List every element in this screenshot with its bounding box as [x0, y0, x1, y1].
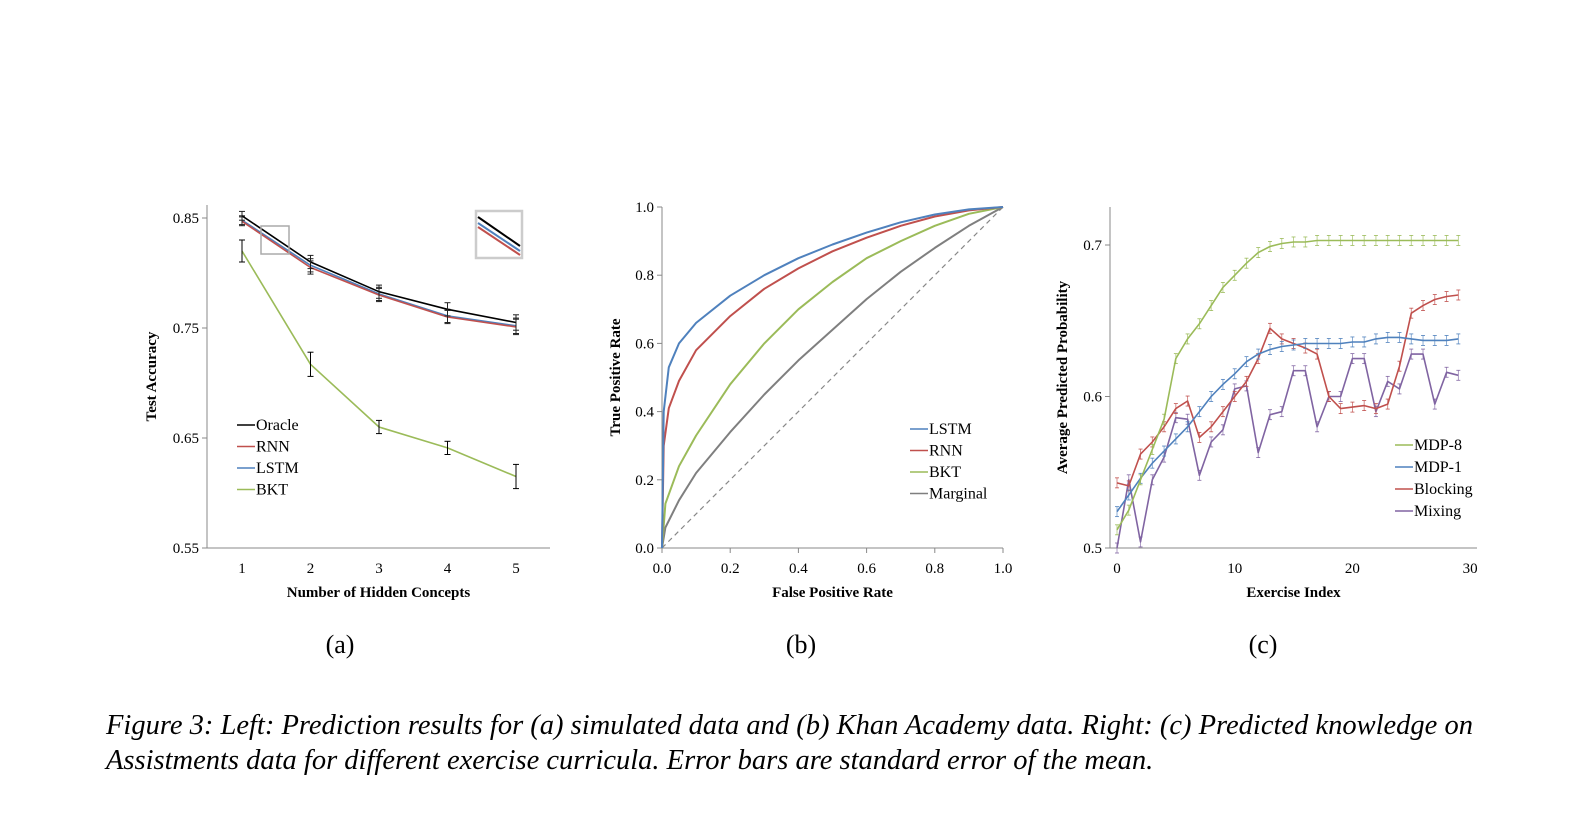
- legend-label-rnn: RNN: [256, 439, 290, 456]
- panel-label-a: (a): [326, 630, 355, 659]
- series-line-mdp-1: [1116, 336, 1459, 513]
- x-tick-label: 4: [444, 561, 452, 577]
- chart-b: 0.0 0.2 0.4 0.6 0.8 1.0 0.0 0.2 0.4 0.6 0.8 1.0 Fals…: [608, 200, 1012, 659]
- x-tick-label: 20: [1345, 561, 1360, 577]
- figure-canvas: 1 2 3 4 5 0.55 0.65 0.75 0.85 Number of Hidden Co…: [144, 200, 1478, 659]
- roc-curve-lstm: [661, 206, 1004, 549]
- x-tick-label: 5: [512, 561, 520, 577]
- x-tick-label: 0: [1113, 561, 1121, 577]
- y-tick-label: 0.0: [635, 541, 654, 557]
- zoom-inset: [474, 209, 524, 260]
- y-axis-title: Average Predicted Probability: [1055, 280, 1071, 474]
- legend-label-blocking: Blocking: [1414, 481, 1473, 498]
- series-line-mdp-8: [1116, 239, 1459, 531]
- legend-label-lstm: LSTM: [929, 421, 972, 438]
- y-tick-label: 0.55: [173, 541, 199, 557]
- y-tick-label: 0.5: [1083, 541, 1102, 557]
- y-axis-title: True Positive Rate: [608, 318, 624, 436]
- legend-label-rnn: RNN: [929, 443, 963, 460]
- legend-label-mdp-1: MDP-1: [1414, 459, 1462, 476]
- x-tick-label: 1: [238, 561, 246, 577]
- legend-label-mixing: Mixing: [1414, 503, 1461, 520]
- y-tick-label: 0.7: [1083, 238, 1102, 254]
- legend-label-marginal: Marginal: [929, 486, 988, 503]
- x-tick-label: 0.8: [925, 561, 944, 577]
- y-axis-title: Test Accuracy: [144, 331, 160, 421]
- y-tick-label: 0.6: [635, 336, 654, 352]
- roc-curve-marginal: [661, 206, 1004, 549]
- legend-label-bkt: BKT: [929, 464, 961, 481]
- zoom-box: [260, 225, 290, 255]
- x-tick-label: 3: [375, 561, 383, 577]
- legend-label-oracle: Oracle: [256, 417, 299, 434]
- x-tick-label: 30: [1463, 561, 1478, 577]
- y-tick-label: 1.0: [635, 200, 654, 216]
- zoom-inset-line-rnn: [477, 226, 521, 256]
- legend-label-bkt: BKT: [256, 482, 288, 499]
- series-line-mixing: [1116, 353, 1459, 549]
- y-tick-label: 0.6: [1083, 390, 1102, 406]
- x-axis-title: Number of Hidden Concepts: [287, 585, 471, 601]
- y-tick-label: 0.2: [635, 473, 654, 489]
- chart-a: 1 2 3 4 5 0.55 0.65 0.75 0.85 Number of Hidden Co…: [144, 205, 550, 659]
- y-tick-label: 0.65: [173, 431, 199, 447]
- x-tick-label: 0.0: [653, 561, 672, 577]
- series-line-blocking: [1116, 294, 1459, 487]
- legend-label-mdp-8: MDP-8: [1414, 437, 1462, 454]
- x-tick-label: 0.4: [789, 561, 808, 577]
- chart-c: 0 10 20 30 0.5 0.6 0.7 Exercise Index Average Pr…: [1055, 207, 1478, 659]
- x-tick-label: 0.6: [857, 561, 876, 577]
- zoom-inset-line-lstm: [477, 222, 521, 252]
- y-tick-label: 0.75: [173, 321, 199, 337]
- x-tick-label: 2: [307, 561, 315, 577]
- roc-curve-rnn: [661, 206, 1004, 549]
- x-axis-title: False Positive Rate: [772, 585, 893, 601]
- x-tick-label: 1.0: [994, 561, 1013, 577]
- y-tick-label: 0.8: [635, 268, 654, 284]
- roc-curve-bkt: [661, 206, 1004, 549]
- y-tick-label: 0.85: [173, 211, 199, 227]
- panel-label-c: (c): [1249, 630, 1278, 659]
- zoom-inset-line-oracle: [477, 216, 521, 247]
- figure-caption: Figure 3: Left: Prediction results for (…: [106, 710, 1473, 776]
- panel-label-b: (b): [786, 630, 816, 659]
- y-tick-label: 0.4: [635, 405, 654, 421]
- x-tick-label: 0.2: [721, 561, 740, 577]
- x-axis-title: Exercise Index: [1246, 585, 1341, 601]
- x-tick-label: 10: [1227, 561, 1242, 577]
- legend-label-lstm: LSTM: [256, 460, 299, 477]
